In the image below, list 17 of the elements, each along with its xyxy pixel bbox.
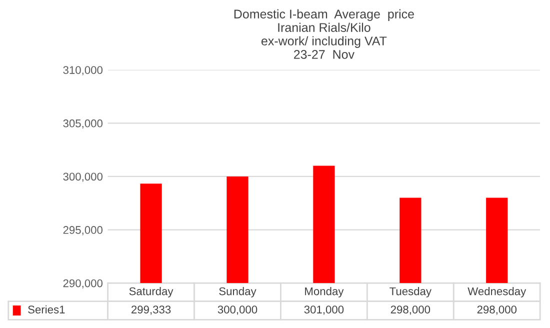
- y-tick-label: 310,000: [63, 66, 103, 76]
- x-tick-label: Saturday: [129, 287, 174, 298]
- data-label: 298,000: [477, 306, 517, 315]
- x-tick-label: Tuesday: [390, 287, 432, 298]
- y-tick-label: 290,000: [63, 279, 103, 289]
- y-tick-label: 295,000: [63, 226, 103, 236]
- x-tick-label: Monday: [305, 287, 344, 298]
- legend-label: Series1: [28, 305, 65, 314]
- y-tick-label: 300,000: [63, 172, 103, 182]
- x-tick-label: Sunday: [219, 287, 256, 298]
- chart-title: Domestic I-beam Average price Iranian Rials/Kilo ex-work/ including VAT 23-27 Nov: [234, 9, 414, 59]
- data-label: 298,000: [390, 306, 430, 315]
- y-tick-label: 305,000: [63, 119, 103, 129]
- data-label: 300,000: [218, 306, 258, 315]
- x-tick-label: Wednesday: [468, 287, 526, 298]
- data-label: 301,000: [304, 306, 344, 315]
- data-label: 299,333: [132, 306, 171, 315]
